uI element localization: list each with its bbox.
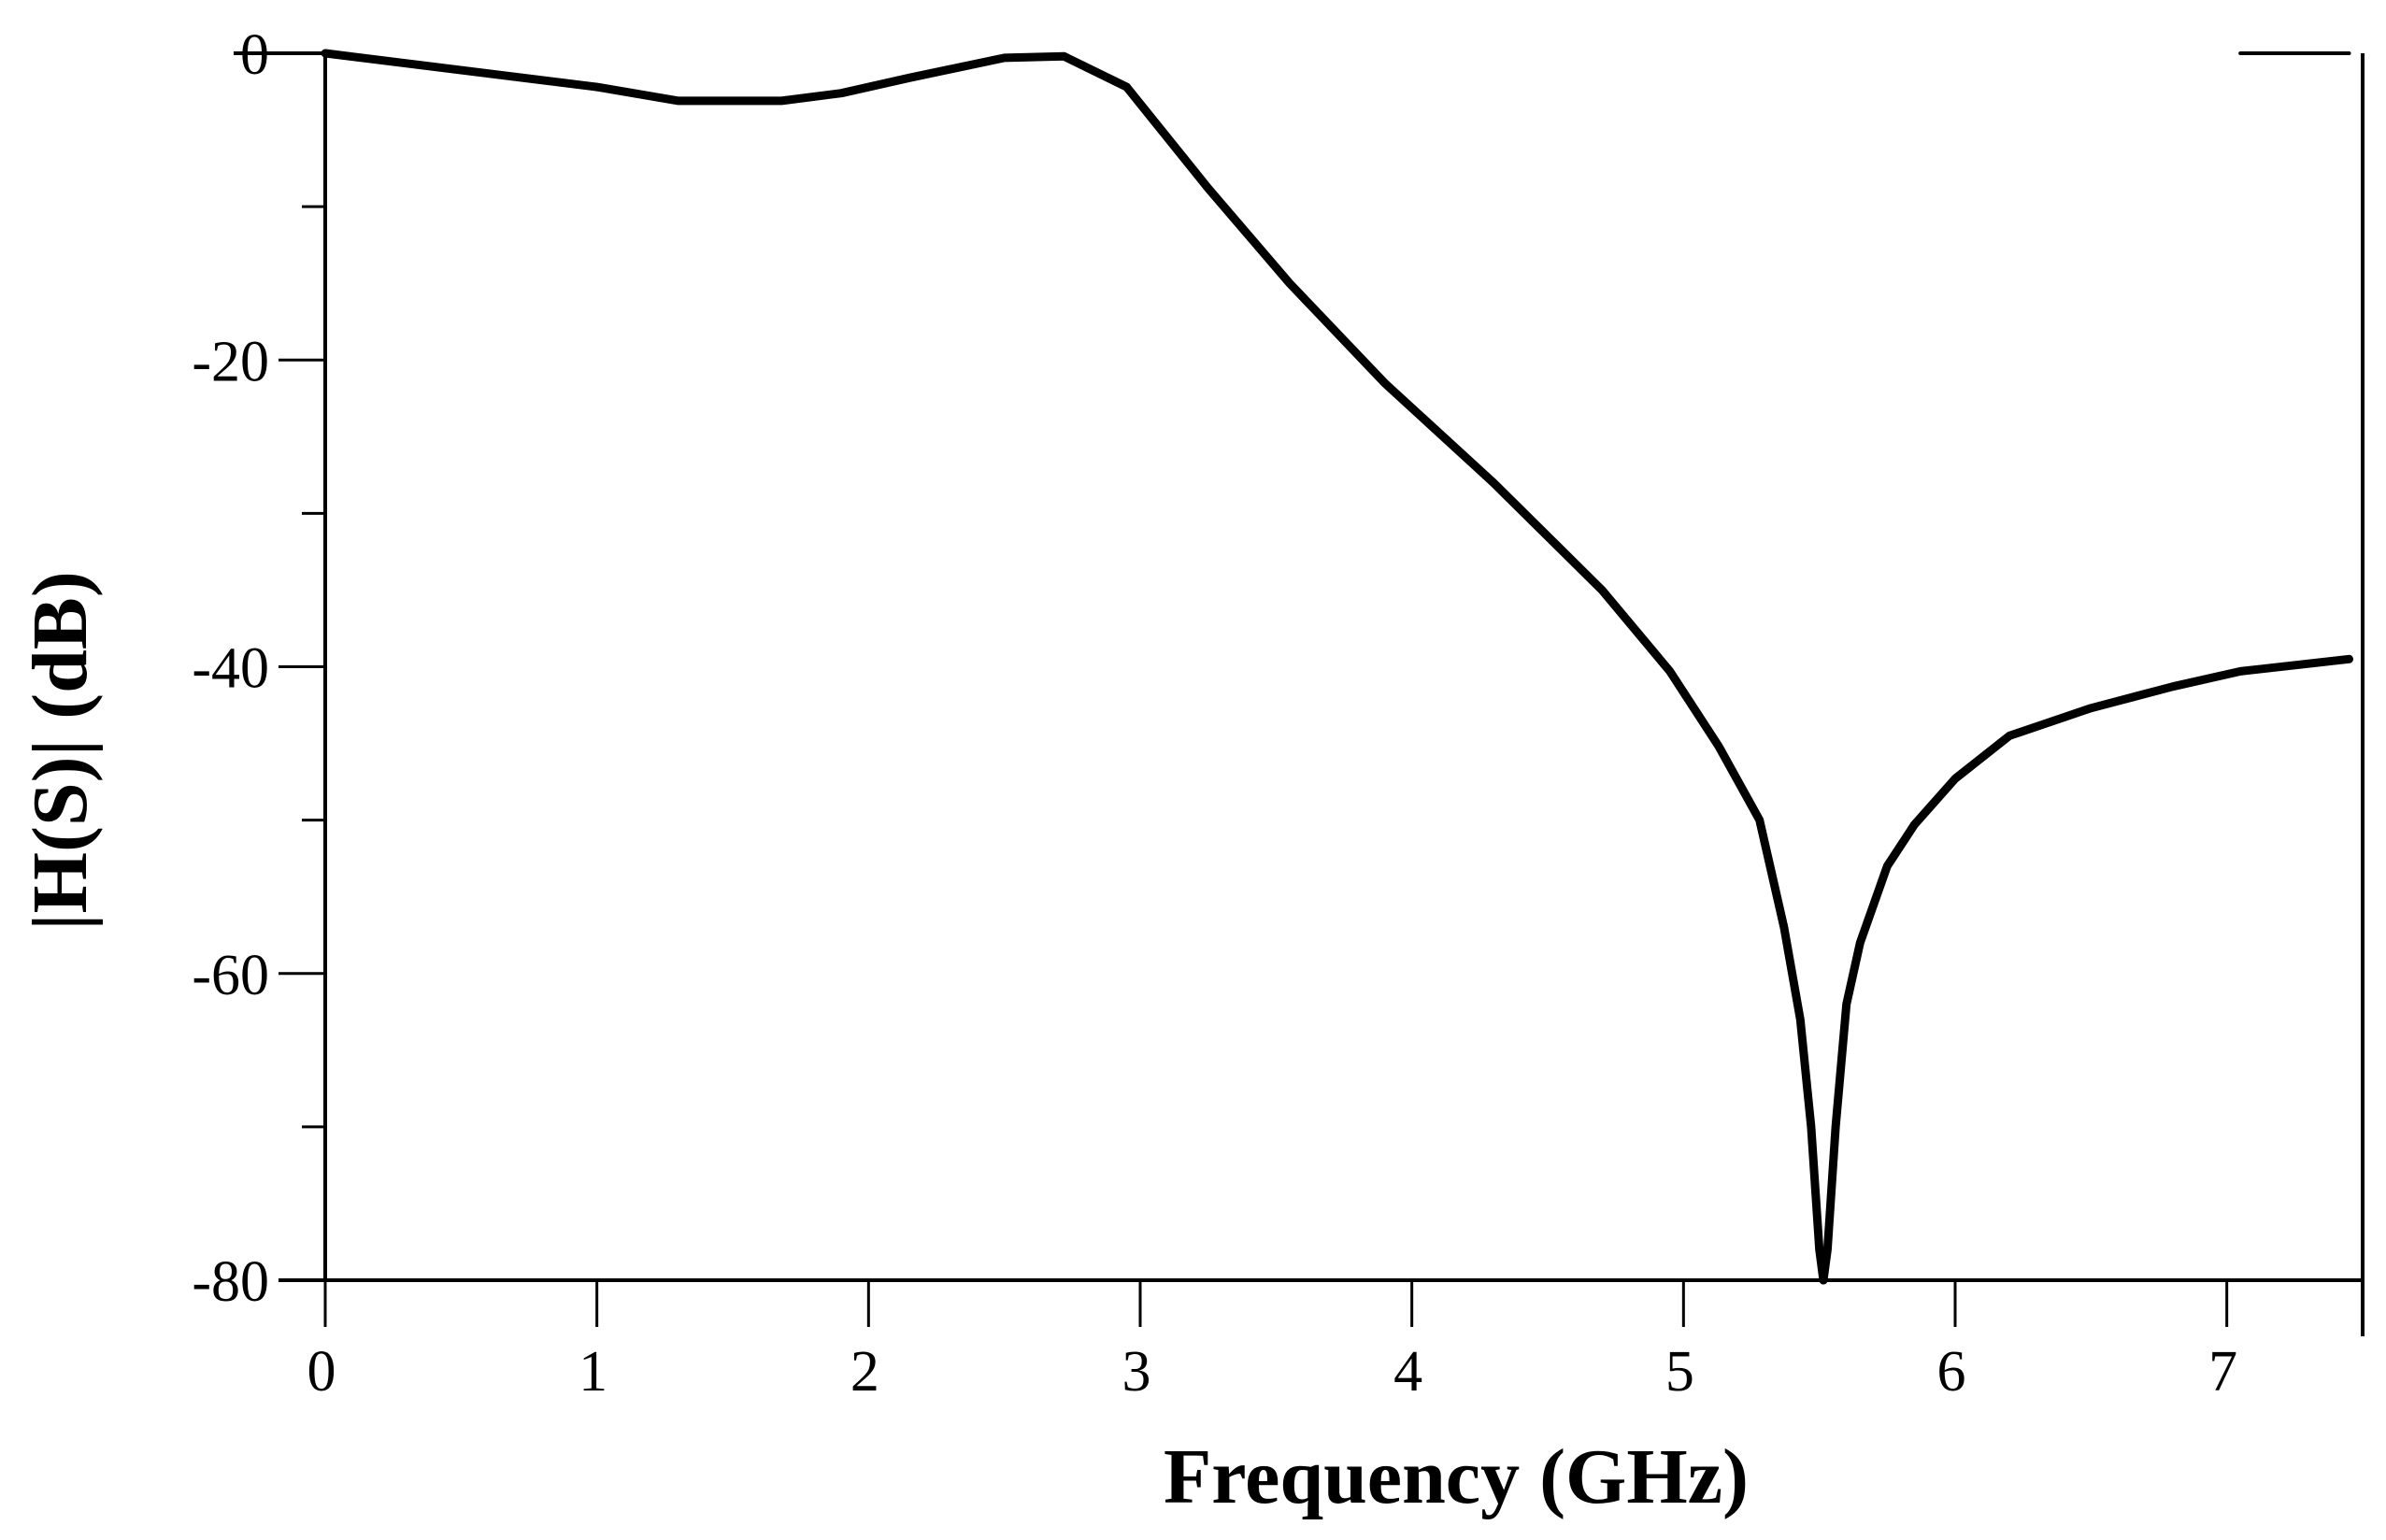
y-tick-label: 0 xyxy=(240,23,269,87)
x-tick-label: 2 xyxy=(850,1340,879,1404)
y-axis-title: |H(S)| (dB) xyxy=(17,571,104,931)
x-tick-label: 0 xyxy=(307,1340,336,1404)
x-axis-ticks: 0 1 2 3 4 5 6 7 xyxy=(307,1280,2237,1404)
y-tick-label: -40 xyxy=(192,637,269,701)
x-tick-label: 5 xyxy=(1665,1340,1694,1404)
series-line-response xyxy=(321,49,2353,1285)
x-axis-title: Frequency (GHz) xyxy=(1164,1433,1749,1520)
x-tick-label: 7 xyxy=(2208,1340,2237,1404)
plot-axes xyxy=(234,51,2365,1336)
y-axis-ticks: 0 -20 -40 -60 -80 xyxy=(192,23,325,1314)
x-tick-label: 3 xyxy=(1122,1340,1151,1404)
y-tick-label: -60 xyxy=(192,944,269,1007)
x-tick-label: 6 xyxy=(1937,1340,1966,1404)
series-lines xyxy=(321,49,2353,1285)
y-tick-label: -20 xyxy=(192,330,269,393)
x-tick-label: 1 xyxy=(579,1340,607,1404)
y-tick-label: -80 xyxy=(192,1250,269,1314)
x-tick-label: 4 xyxy=(1393,1340,1422,1404)
